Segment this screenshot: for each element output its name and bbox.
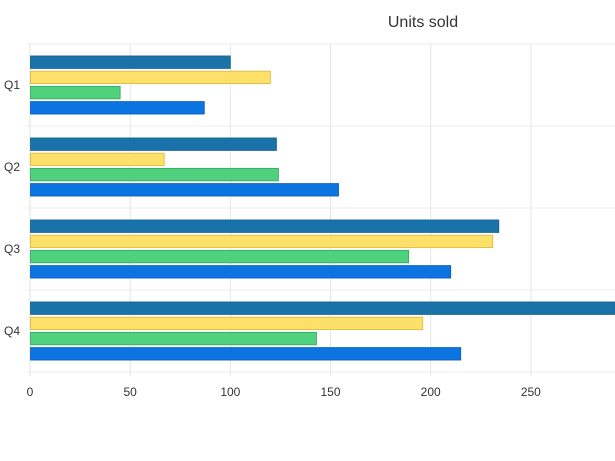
bar — [30, 152, 165, 167]
y-category-label: Q3 — [4, 242, 20, 256]
bar — [30, 301, 615, 315]
bar — [30, 316, 424, 331]
x-tick-label: 50 — [123, 385, 137, 399]
x-tick-label: 0 — [27, 385, 34, 399]
bar — [30, 331, 317, 346]
labels-layer: 0 50 100 150 200 250 Q1 Q2 Q3 Q4 — [4, 78, 541, 399]
grid-layer — [26, 43, 615, 376]
y-category-label: Q2 — [4, 160, 20, 174]
y-category-label: Q4 — [4, 324, 20, 338]
x-tick-label: 150 — [320, 385, 340, 399]
chart-title: Units sold — [387, 14, 459, 31]
bar — [30, 70, 271, 85]
bar — [30, 85, 121, 100]
x-tick-label: 250 — [521, 385, 541, 399]
y-category-label: Q1 — [4, 78, 20, 92]
bar — [30, 219, 500, 233]
bar — [30, 137, 277, 151]
bars-layer — [30, 55, 615, 361]
x-tick-label: 200 — [421, 385, 441, 399]
x-tick-label: 100 — [220, 385, 240, 399]
bar — [30, 347, 462, 361]
bar — [30, 234, 494, 249]
bar — [30, 101, 205, 115]
bar — [30, 55, 231, 69]
bar — [30, 249, 410, 264]
bar — [30, 265, 452, 279]
bar — [30, 183, 339, 197]
bar — [30, 167, 279, 182]
